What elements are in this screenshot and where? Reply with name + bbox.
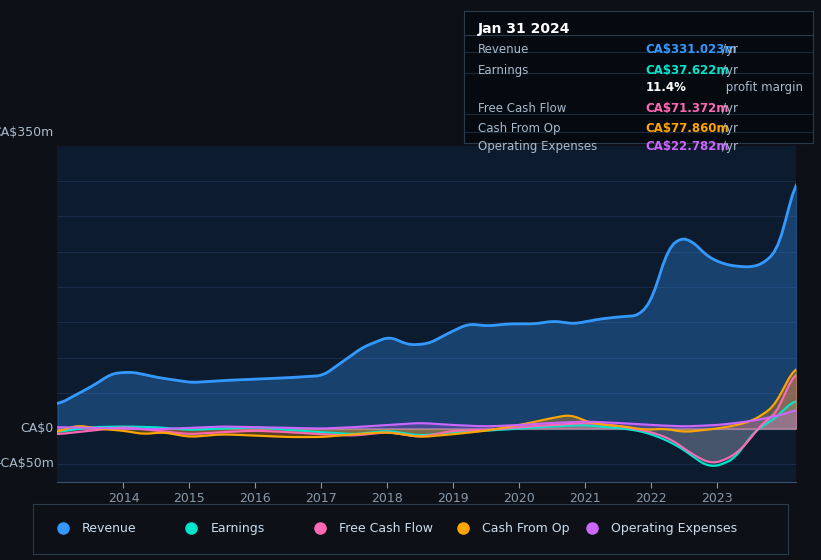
Text: Earnings: Earnings [210,522,264,535]
Cash From Op [97,426,107,432]
Line: Operating Expenses: Operating Expenses [57,410,796,429]
Operating Expenses [149,426,159,432]
Line: Earnings: Earnings [57,401,796,466]
Text: CA$0: CA$0 [21,422,54,435]
Earnings [82,424,92,431]
Text: Free Cash Flow: Free Cash Flow [339,522,433,535]
Free Cash Flow [82,428,92,435]
Revenue [728,262,738,269]
Text: CA$350m: CA$350m [0,126,54,139]
Earnings [97,423,107,430]
Text: profit margin: profit margin [722,81,803,94]
Text: Earnings: Earnings [478,64,530,77]
Cash From Op [758,410,768,417]
Text: CA$331.023m: CA$331.023m [645,43,736,56]
Text: CA$71.372m: CA$71.372m [645,102,729,115]
Text: /yr: /yr [722,43,738,56]
Operating Expenses [82,424,92,431]
Operating Expenses [732,419,742,426]
Free Cash Flow [190,431,200,437]
Cash From Op [250,432,259,439]
Revenue [754,261,764,268]
Earnings [53,428,62,435]
Earnings [710,463,720,469]
Text: -CA$50m: -CA$50m [0,458,54,470]
Text: /yr: /yr [722,102,738,115]
Revenue [97,376,107,383]
Line: Free Cash Flow: Free Cash Flow [57,375,796,463]
Text: Cash From Op: Cash From Op [478,122,560,135]
Earnings [758,423,768,430]
Operating Expenses [53,424,62,431]
Earnings [250,424,259,431]
Operating Expenses [253,424,263,431]
Earnings [732,451,742,458]
Revenue [82,385,92,392]
Cash From Op [82,423,92,430]
Text: Revenue: Revenue [82,522,136,535]
Earnings [791,398,801,404]
Earnings [190,426,200,433]
Text: CA$37.622m: CA$37.622m [645,64,729,77]
Revenue [190,379,200,386]
Cash From Op [732,422,742,428]
Revenue [791,181,801,188]
Text: Revenue: Revenue [478,43,530,56]
Operating Expenses [791,407,801,414]
Free Cash Flow [710,459,720,466]
Text: CA$22.782m: CA$22.782m [645,140,729,153]
Revenue [250,376,259,382]
Free Cash Flow [53,431,62,437]
Text: Cash From Op: Cash From Op [482,522,570,535]
Operating Expenses [758,416,768,422]
Operating Expenses [194,424,204,431]
Text: 11.4%: 11.4% [645,81,686,94]
Text: Free Cash Flow: Free Cash Flow [478,102,566,115]
Cash From Op [791,366,801,372]
Text: /yr: /yr [722,122,738,135]
Cash From Op [294,433,304,440]
Cash From Op [190,433,200,440]
Revenue [53,400,62,407]
Line: Revenue: Revenue [57,185,796,403]
Text: /yr: /yr [722,140,738,153]
Free Cash Flow [97,426,107,433]
Text: CA$77.860m: CA$77.860m [645,122,729,135]
Cash From Op [53,428,62,435]
Operating Expenses [97,424,107,431]
Free Cash Flow [791,371,801,378]
Free Cash Flow [732,449,742,455]
Text: /yr: /yr [722,64,738,77]
Text: Operating Expenses: Operating Expenses [478,140,597,153]
Free Cash Flow [758,421,768,427]
Line: Cash From Op: Cash From Op [57,369,796,437]
Text: Jan 31 2024: Jan 31 2024 [478,22,571,36]
Free Cash Flow [250,427,259,434]
Text: Operating Expenses: Operating Expenses [611,522,736,535]
